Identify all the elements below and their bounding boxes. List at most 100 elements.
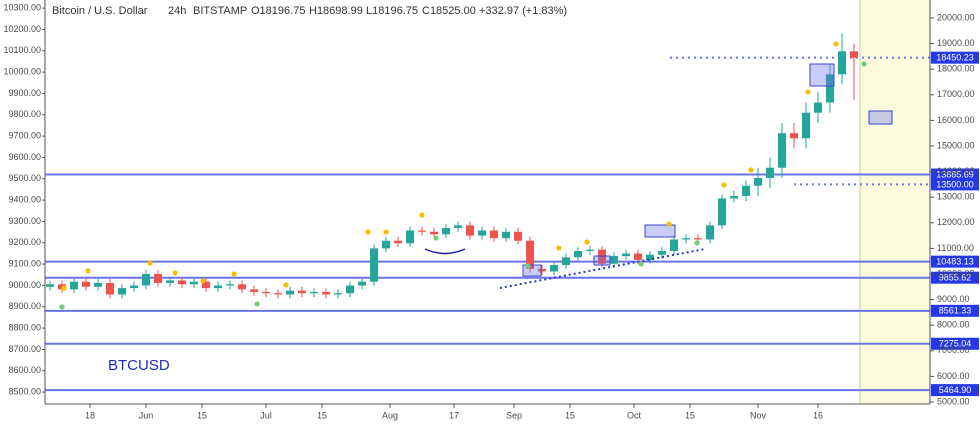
y2-tick-label: 9100.00 — [8, 258, 41, 268]
dot — [433, 235, 439, 241]
symbol: Bitcoin / U.S. Dollar — [52, 5, 148, 17]
candle-layer — [46, 33, 858, 299]
box-drawing — [809, 63, 835, 87]
x-tick-label: 15 — [317, 410, 327, 420]
candle-body — [382, 240, 390, 249]
y-tick-label: 10000.00 — [937, 268, 975, 278]
candle-body — [622, 253, 630, 257]
x-tick-label: 15 — [197, 410, 207, 420]
close-value: C18525.00 — [422, 5, 476, 17]
dot — [383, 229, 389, 235]
box-drawing — [593, 255, 611, 266]
y-tick-label: 13000.00 — [937, 192, 975, 202]
candle-body — [406, 230, 414, 244]
candle-body — [322, 291, 330, 295]
level-label: 8561.33 — [939, 306, 972, 316]
x-tick-label: 17 — [449, 410, 459, 420]
level-label: 18450.23 — [936, 53, 974, 63]
y2-tick-label: 9400.00 — [8, 194, 41, 204]
y2-tick-label: 9900.00 — [8, 88, 41, 98]
x-tick-label: 15 — [565, 410, 575, 420]
candle-body — [682, 238, 690, 240]
level-label-box — [931, 271, 979, 284]
y-tick-label: 15000.00 — [937, 140, 975, 150]
dot — [231, 271, 237, 277]
y-tick-label: 8000.00 — [937, 320, 970, 330]
y-tick-label: 18000.00 — [937, 64, 975, 74]
candle-body — [262, 291, 270, 294]
y-tick-label: 12000.00 — [937, 217, 975, 227]
y-tick-label: 20000.00 — [937, 12, 975, 22]
dot — [721, 182, 727, 188]
level-label-box — [931, 384, 979, 397]
y2-tick-label: 8800.00 — [8, 322, 41, 332]
candle-body — [190, 281, 198, 285]
level-label-box — [931, 51, 979, 64]
x-tick-label: Jun — [139, 410, 154, 420]
open-value: O18196.75 — [251, 5, 305, 17]
dot — [200, 278, 206, 284]
candle-body — [370, 248, 378, 282]
x-tick-label: 15 — [685, 410, 695, 420]
candle-body — [562, 257, 570, 266]
dot — [419, 212, 425, 218]
candle-body — [334, 293, 342, 295]
y2-tick-label: 9500.00 — [8, 173, 41, 183]
y2-tick-label: 9600.00 — [8, 152, 41, 162]
candle-body — [298, 290, 306, 294]
x-tick-label: Sep — [506, 410, 522, 420]
dot — [861, 61, 867, 67]
candle-body — [718, 198, 726, 226]
candle-body — [514, 231, 522, 241]
dot — [556, 245, 562, 251]
y2-tick-label: 8600.00 — [8, 365, 41, 375]
candle-body — [694, 238, 702, 240]
candle-body — [742, 185, 750, 196]
candle-body — [586, 249, 594, 251]
interval: 24h — [168, 5, 186, 17]
candle-body — [274, 293, 282, 295]
y2-tick-label: 9200.00 — [8, 237, 41, 247]
candle-body — [526, 240, 534, 269]
candle-body — [706, 225, 714, 240]
candle-body — [418, 230, 426, 232]
y-tick-label: 9000.00 — [937, 294, 970, 304]
candle-body — [394, 240, 402, 244]
candle-body — [178, 280, 186, 285]
y-tick-label: 19000.00 — [937, 38, 975, 48]
level-label-box — [931, 255, 979, 268]
dot — [254, 301, 260, 307]
y2-tick-label: 8900.00 — [8, 301, 41, 311]
y-tick-label: 14000.00 — [937, 166, 975, 176]
candle-body — [70, 281, 78, 290]
x-tick-label: 16 — [813, 410, 823, 420]
y-tick-label: 6000.00 — [937, 371, 970, 381]
candle-body — [826, 74, 834, 103]
dot — [283, 282, 289, 288]
dot — [85, 268, 91, 274]
high-value: H18698.99 — [309, 5, 363, 17]
candle-body — [310, 291, 318, 294]
level-label: 10483.13 — [936, 257, 974, 267]
level-label-box — [931, 168, 979, 181]
under-layer — [45, 0, 930, 404]
candle-body — [766, 167, 774, 178]
candle-body — [634, 253, 642, 260]
dot — [833, 41, 839, 47]
level-label-box — [931, 304, 979, 317]
box-drawing — [522, 264, 542, 277]
level-label: 7275.04 — [939, 339, 972, 349]
y2-tick-label: 9000.00 — [8, 280, 41, 290]
candle-body — [490, 230, 498, 239]
level-label: 13500.00 — [936, 179, 974, 189]
candle-body — [466, 225, 474, 236]
candle-body — [214, 285, 222, 289]
candle-body — [838, 51, 846, 75]
low-value: L18196.75 — [366, 5, 418, 17]
y-tick-label: 16000.00 — [937, 115, 975, 125]
marker-dots — [59, 61, 867, 310]
candle-body — [94, 282, 102, 287]
level-label: 5464.90 — [939, 385, 972, 395]
candle-body — [646, 254, 654, 260]
